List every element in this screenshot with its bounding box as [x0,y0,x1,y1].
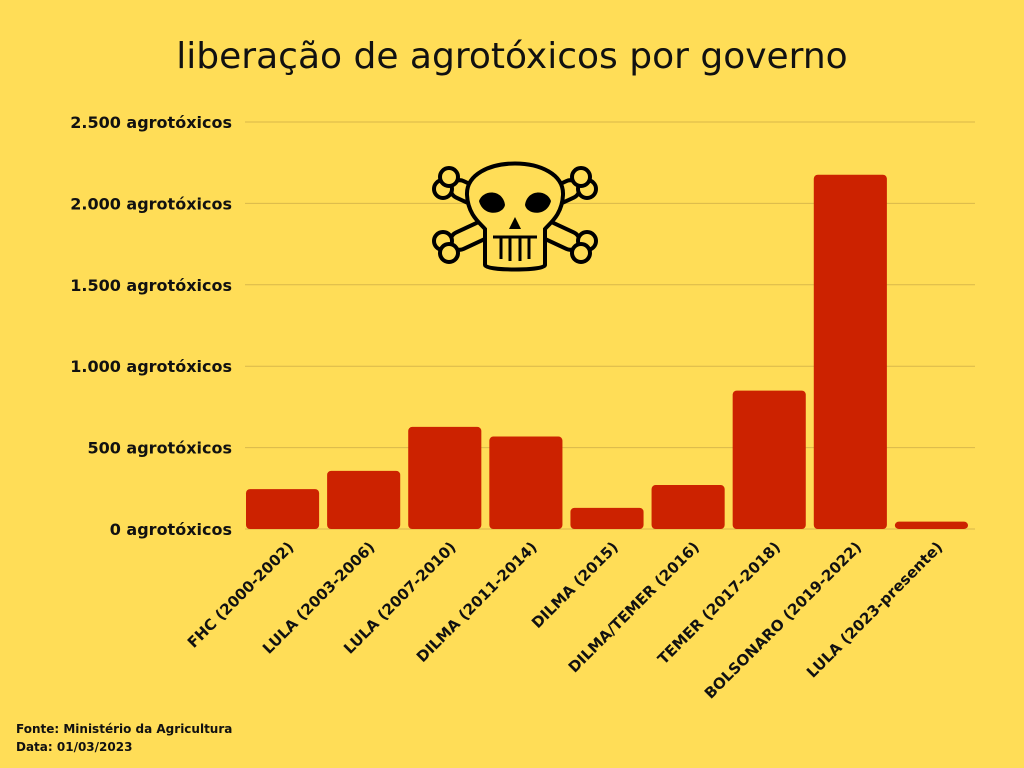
bar [489,436,563,529]
bar [651,485,725,529]
y-tick-label: 1.000 agrotóxicos [70,357,232,376]
footer-source: Fonte: Ministério da Agricultura [16,722,233,736]
y-tick-label: 1.500 agrotóxicos [70,276,232,295]
y-tick-label: 0 agrotóxicos [110,520,232,539]
bar [408,426,482,529]
chart-title: liberação de agrotóxicos por governo [176,36,847,77]
x-tick-label: LULA (2023-presente) [803,538,946,681]
bar [327,470,401,529]
y-axis-ticks: 0 agrotóxicos 500 agrotóxicos 1.000 agrotó… [70,113,232,539]
x-axis-ticks: FHC (2000-2002)LULA (2003-2006)LULA (200… [184,538,946,702]
bar [894,521,968,529]
y-tick-label: 2.000 agrotóxicos [70,194,232,213]
x-tick-label: DILMA/TEMER (2016) [565,538,703,676]
footer-date: Data: 01/03/2023 [16,740,133,754]
x-tick-label: DILMA (2015) [528,538,622,632]
bar [813,174,887,529]
x-tick-label: BOLSONARO (2019-2022) [701,538,865,702]
y-tick-label: 2.500 agrotóxicos [70,113,232,132]
y-tick-label: 500 agrotóxicos [87,439,232,458]
bar [246,489,320,529]
bars [246,174,968,529]
skull-crossbones-icon [432,161,598,272]
bar [570,507,644,529]
bar [732,390,806,529]
